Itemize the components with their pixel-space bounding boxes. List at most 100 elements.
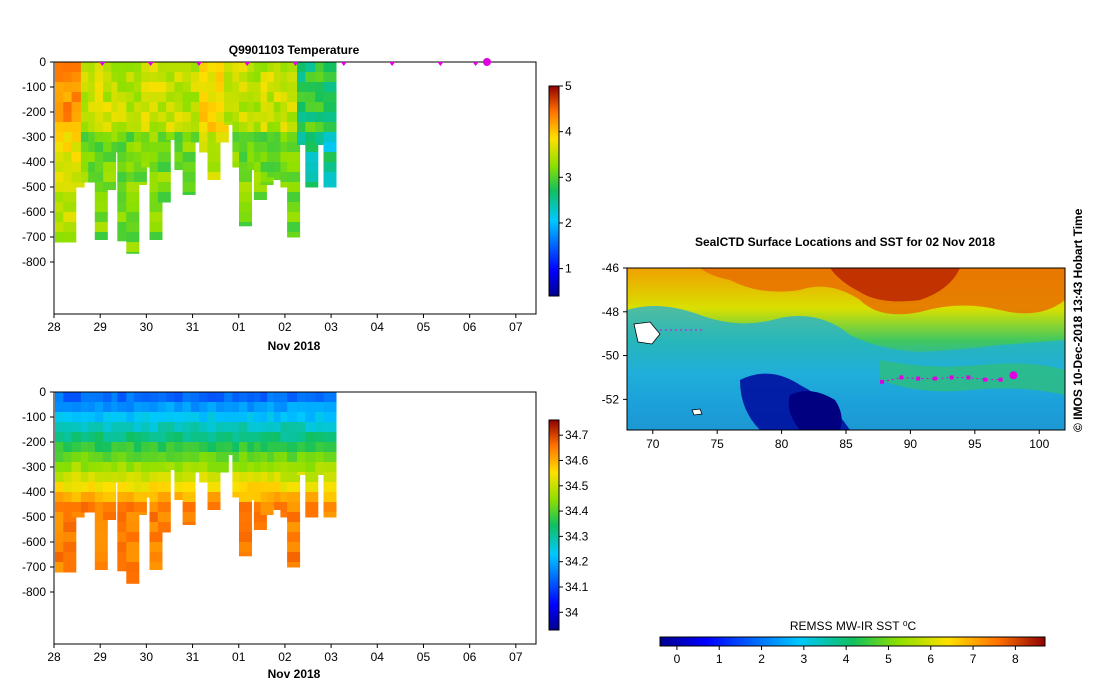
profile-cell: [199, 122, 213, 133]
y-tick-label: -800: [22, 585, 46, 599]
profile-cell: [126, 252, 140, 254]
profile-cell: [267, 172, 281, 178]
profile-cell: [253, 132, 267, 143]
profile-cell: [253, 412, 267, 423]
profile-cell: [260, 82, 274, 93]
profile-cell: [71, 92, 85, 103]
profile-cell: [323, 412, 337, 423]
profile-cell: [182, 462, 196, 473]
profile-cell: [215, 402, 229, 413]
profile-cell: [287, 152, 301, 163]
profile-cell: [55, 512, 68, 523]
profile-cell: [297, 142, 310, 145]
profile-cell: [55, 202, 68, 213]
profile-cell: [126, 422, 140, 433]
profile-cell: [55, 542, 68, 553]
profile-cell: [260, 112, 274, 123]
profile-cell: [207, 92, 221, 103]
profile-cell: [182, 72, 196, 83]
profile-cell: [94, 92, 108, 103]
profile-cell: [94, 192, 108, 203]
profile-cell: [224, 82, 238, 93]
profile-cell: [55, 492, 68, 503]
profile-cell: [126, 152, 140, 163]
profile-cell: [94, 132, 108, 143]
profile-cell: [103, 132, 117, 143]
profile-cell: [94, 492, 108, 503]
profile-cell: [287, 502, 301, 513]
profile-cell: [149, 192, 163, 203]
profile-cell: [88, 172, 102, 183]
profile-cell: [247, 412, 261, 423]
profile-cell: [297, 442, 310, 453]
profile-cell: [117, 422, 131, 433]
profile-cell: [323, 442, 337, 453]
profile-cell: [323, 502, 337, 513]
profile-cell: [88, 482, 102, 493]
profile-cell: [141, 492, 155, 498]
profile-cell: [157, 132, 171, 143]
profile-cell: [207, 152, 221, 163]
profile-cell: [273, 112, 287, 123]
profile-cell: [55, 532, 68, 543]
profile-cell: [149, 92, 163, 103]
profile-cell: [55, 432, 68, 443]
x-tick-label: 28: [47, 650, 61, 664]
x-tick-label: 07: [509, 650, 523, 664]
track-point: [998, 377, 1003, 382]
profile-cell: [71, 72, 85, 83]
profile-cell: [63, 212, 77, 223]
map-x-tick-label: 100: [1029, 437, 1049, 451]
x-tick-label: 04: [371, 650, 385, 664]
profile-cell: [103, 432, 117, 443]
profile-cell: [94, 512, 108, 523]
profile-cell: [117, 102, 131, 113]
profile-cell: [305, 82, 319, 93]
profile-cell: [247, 472, 261, 483]
profile-cell: [207, 442, 221, 453]
sst-map: [626, 267, 1066, 431]
profile-cell: [297, 452, 310, 463]
profile-cell: [323, 82, 337, 93]
profile-cell: [166, 122, 180, 133]
profile-cell: [133, 182, 147, 185]
profile-cell: [71, 122, 85, 133]
temperature-title: Q9901103 Temperature: [229, 43, 360, 57]
profile-cell: [247, 142, 261, 153]
profile-cell: [157, 402, 171, 413]
profile-cell: [232, 402, 246, 413]
profile-cell: [190, 402, 204, 413]
profile-cell: [287, 402, 301, 413]
profile-cell: [323, 492, 337, 503]
profile-cell: [215, 112, 229, 123]
profile-cell: [94, 152, 108, 163]
profile-cell: [315, 462, 329, 473]
profile-cell: [71, 82, 85, 93]
profile-cell: [280, 72, 294, 83]
profile-cell: [149, 132, 163, 143]
colorbar-tick-label: 4: [565, 125, 572, 139]
profile-cell: [174, 62, 188, 73]
profile-cell: [55, 142, 68, 153]
profile-cell: [63, 162, 77, 173]
profile-cell: [207, 472, 221, 483]
colorbar-tick-label: 34.4: [565, 504, 589, 518]
profile-cell: [174, 472, 188, 483]
profile-cell: [117, 232, 131, 242]
profile-cell: [55, 482, 68, 493]
profile-cell: [174, 132, 188, 143]
profile-cell: [55, 112, 68, 123]
profile-cell: [253, 72, 267, 83]
profile-cell: [215, 72, 229, 83]
profile-cell: [280, 102, 294, 113]
track-point: [949, 375, 954, 380]
profile-cell: [253, 512, 267, 523]
profile-cell: [215, 412, 229, 423]
profile-cell: [224, 72, 238, 83]
profile-cell: [199, 412, 213, 423]
profile-cell: [149, 102, 163, 113]
profile-cell: [94, 82, 108, 93]
profile-cell: [182, 92, 196, 103]
profile-cell: [253, 92, 267, 103]
